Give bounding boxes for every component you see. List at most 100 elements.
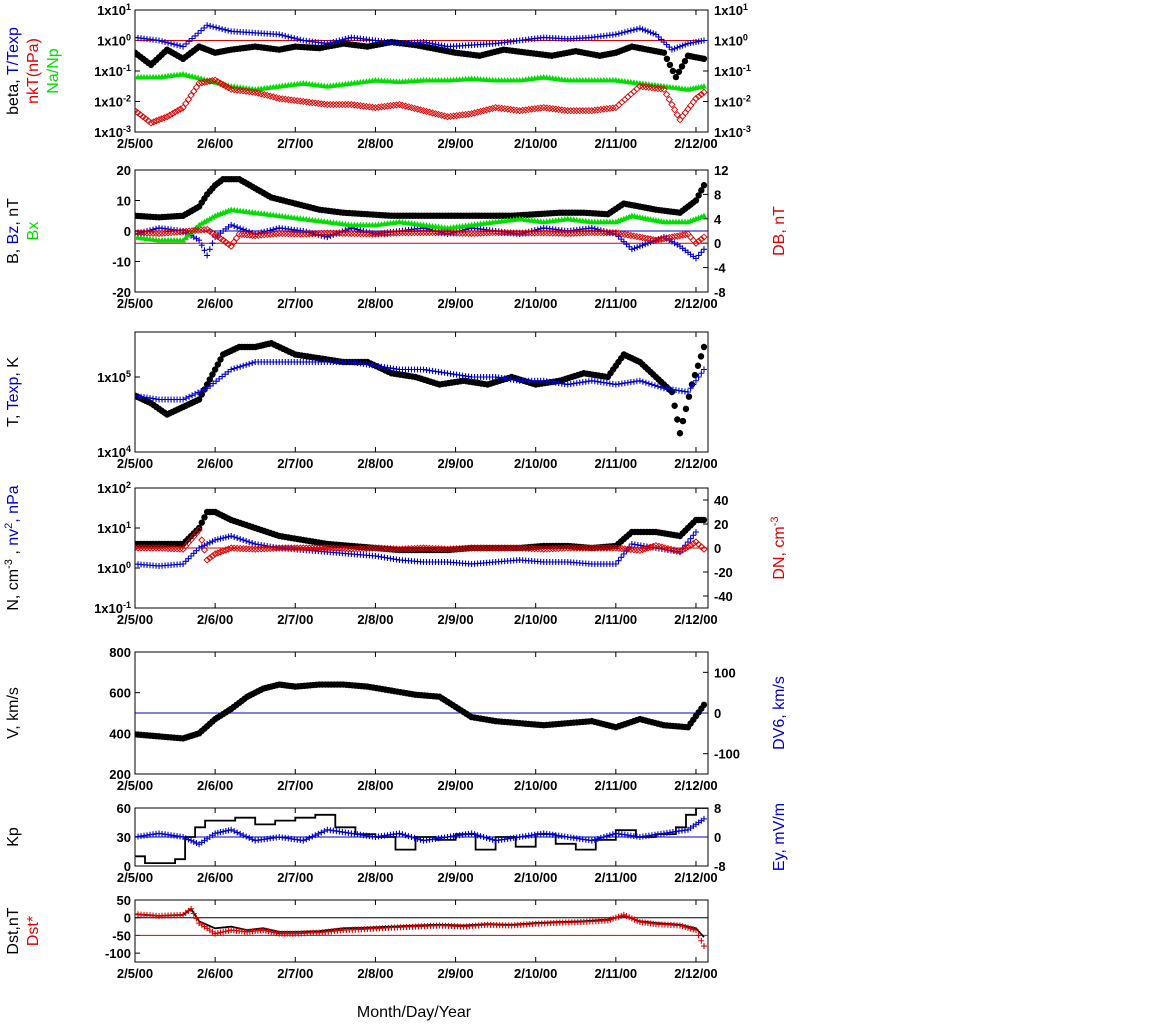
data-point — [513, 544, 521, 552]
data-point — [386, 102, 395, 110]
data-point — [574, 810, 580, 816]
data-point — [170, 228, 178, 236]
data-point — [498, 544, 506, 552]
data-point — [171, 813, 177, 819]
data-point — [262, 927, 269, 934]
y-right-tick-label: 0 — [714, 541, 721, 556]
data-point — [493, 816, 499, 822]
data-point — [660, 85, 668, 93]
data-point — [537, 545, 545, 553]
data-point — [700, 246, 707, 253]
data-point — [621, 809, 627, 815]
data-point — [606, 832, 613, 839]
y-tick-label: 1x10-1 — [94, 600, 131, 616]
panel-beta: 2/5/00 2/6/00 2/7/00 2/8/00 2/9/00 2/10/00 2/1… — [5, 2, 751, 151]
y-tick-label: 1x104 — [97, 444, 131, 460]
data-point — [419, 107, 428, 115]
data-point — [209, 214, 216, 220]
data-point — [351, 810, 357, 816]
data-point — [650, 30, 657, 37]
y-axis-label-2: Bx — [25, 222, 42, 241]
data-point — [419, 544, 428, 552]
x-tick-label: 2/11/00 — [595, 966, 638, 981]
data-point — [323, 229, 331, 237]
x-tick-label: 2/8/00 — [357, 456, 393, 471]
data-point — [237, 801, 243, 807]
data-point — [647, 29, 654, 36]
data-point — [335, 229, 343, 237]
data-point — [425, 108, 434, 116]
data-point — [597, 229, 605, 237]
data-point — [308, 544, 316, 552]
data-point — [517, 810, 523, 816]
data-point — [491, 228, 500, 237]
data-point — [461, 229, 470, 237]
data-point — [529, 811, 535, 817]
x-tick-label: 2/7/00 — [277, 612, 313, 627]
data-point — [588, 544, 596, 552]
data-point — [156, 811, 162, 817]
data-point — [240, 537, 247, 543]
data-point — [623, 913, 630, 920]
data-point — [610, 915, 617, 922]
data-point — [628, 915, 635, 922]
data-point — [392, 101, 401, 109]
data-point — [402, 832, 409, 839]
data-point — [591, 836, 598, 843]
data-point — [188, 837, 195, 844]
data-point — [366, 812, 372, 818]
data-point — [662, 813, 668, 819]
data-point — [231, 223, 238, 230]
data-point — [243, 231, 251, 239]
data-point — [362, 544, 371, 553]
data-point — [585, 544, 593, 552]
data-point — [668, 46, 675, 53]
data-point — [631, 245, 638, 252]
data-point — [345, 226, 352, 233]
data-point — [276, 31, 283, 38]
data-point — [450, 815, 456, 821]
data-point — [311, 229, 319, 238]
x-tick-label: 2/12/00 — [674, 612, 717, 627]
data-point — [700, 815, 707, 822]
data-point — [360, 811, 366, 817]
data-point — [472, 812, 478, 818]
data-point — [168, 40, 175, 47]
data-point — [579, 229, 587, 237]
data-point — [341, 100, 350, 109]
data-point — [675, 68, 683, 75]
data-point — [597, 105, 605, 114]
data-point — [594, 228, 602, 237]
data-point — [507, 229, 515, 237]
data-point — [348, 810, 354, 816]
x-tick-label: 2/10/00 — [514, 136, 557, 151]
data-point — [470, 109, 479, 117]
panel-frame — [134, 899, 709, 963]
data-point — [231, 799, 237, 805]
data-point — [461, 110, 470, 119]
data-point — [237, 225, 244, 232]
data-point — [475, 813, 481, 819]
data-point — [612, 561, 619, 567]
data-point — [431, 229, 440, 237]
data-point — [401, 102, 410, 110]
data-point — [335, 100, 343, 109]
panel-frame — [134, 331, 709, 453]
data-point — [234, 364, 241, 371]
data-point — [672, 73, 680, 81]
data-point — [674, 416, 681, 423]
data-point — [522, 106, 530, 114]
data-point — [398, 101, 407, 109]
data-point — [401, 545, 410, 553]
data-point — [697, 353, 705, 360]
data-point — [434, 110, 443, 119]
data-point — [180, 814, 186, 820]
data-point — [668, 100, 676, 109]
data-point — [455, 229, 464, 237]
data-point — [467, 229, 476, 238]
data-point — [212, 830, 219, 837]
data-point — [437, 545, 446, 553]
data-point — [477, 833, 484, 840]
data-point — [233, 544, 241, 552]
data-point — [564, 544, 572, 552]
